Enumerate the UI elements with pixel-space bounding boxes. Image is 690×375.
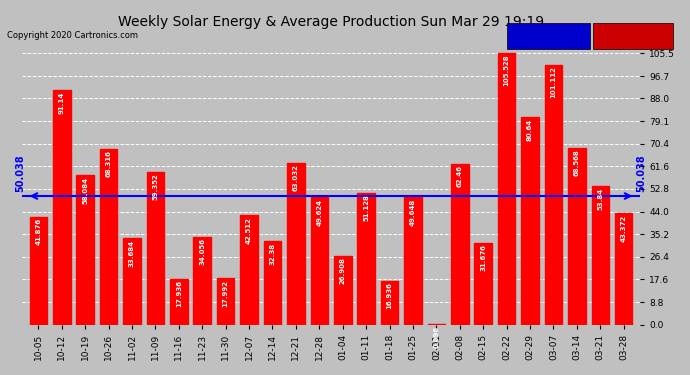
Bar	[30, 217, 47, 325]
Text: 0.096: 0.096	[433, 326, 440, 348]
Bar	[568, 148, 586, 325]
Bar	[53, 90, 70, 325]
Bar	[170, 279, 188, 325]
Bar	[147, 172, 164, 325]
Text: 59.352: 59.352	[152, 173, 159, 200]
Text: 101.112: 101.112	[551, 66, 556, 98]
Text: 49.648: 49.648	[410, 198, 416, 226]
Text: 34.056: 34.056	[199, 238, 205, 266]
Text: 43.372: 43.372	[621, 214, 627, 242]
Text: 91.14: 91.14	[59, 92, 65, 114]
Bar	[498, 53, 515, 325]
Bar	[357, 193, 375, 325]
Text: 49.624: 49.624	[316, 198, 322, 225]
Title: Weekly Solar Energy & Average Production Sun Mar 29 19:19: Weekly Solar Energy & Average Production…	[118, 15, 544, 29]
Bar	[124, 238, 141, 325]
Bar	[544, 65, 562, 325]
Text: 42.512: 42.512	[246, 217, 252, 243]
Text: 41.876: 41.876	[35, 218, 41, 246]
Text: 50.038: 50.038	[15, 154, 26, 192]
Bar	[217, 279, 235, 325]
Text: 68.568: 68.568	[574, 150, 580, 176]
Bar	[264, 242, 282, 325]
Bar	[451, 164, 469, 325]
Text: Average  (kWh): Average (kWh)	[511, 31, 584, 40]
Text: 32.38: 32.38	[270, 243, 275, 265]
Text: 17.992: 17.992	[223, 280, 228, 307]
Text: 33.684: 33.684	[129, 239, 135, 267]
Bar	[591, 186, 609, 325]
Bar	[381, 281, 398, 325]
Text: Copyright 2020 Cartronics.com: Copyright 2020 Cartronics.com	[7, 30, 138, 39]
Text: 68.316: 68.316	[106, 150, 112, 177]
Bar	[521, 117, 539, 325]
Bar	[404, 197, 422, 325]
Text: 31.676: 31.676	[480, 244, 486, 272]
Text: 53.84: 53.84	[598, 188, 603, 210]
Text: 17.936: 17.936	[176, 280, 182, 307]
Text: 16.936: 16.936	[386, 282, 393, 309]
Text: 51.128: 51.128	[363, 195, 369, 221]
Text: 62.46: 62.46	[457, 165, 463, 188]
Bar	[77, 176, 94, 325]
Bar	[193, 237, 211, 325]
Bar	[100, 149, 117, 325]
Text: Weekly  (kWh): Weekly (kWh)	[597, 31, 666, 40]
Bar	[287, 163, 305, 325]
Bar	[240, 215, 258, 325]
Bar	[615, 213, 633, 325]
Text: 63.032: 63.032	[293, 164, 299, 191]
Text: 50.038: 50.038	[637, 154, 647, 192]
Text: 26.908: 26.908	[339, 257, 346, 284]
Bar	[310, 197, 328, 325]
Bar	[475, 243, 492, 325]
Text: 58.084: 58.084	[82, 177, 88, 204]
Text: 105.528: 105.528	[504, 55, 510, 86]
Text: 80.64: 80.64	[527, 118, 533, 141]
Bar	[334, 255, 351, 325]
